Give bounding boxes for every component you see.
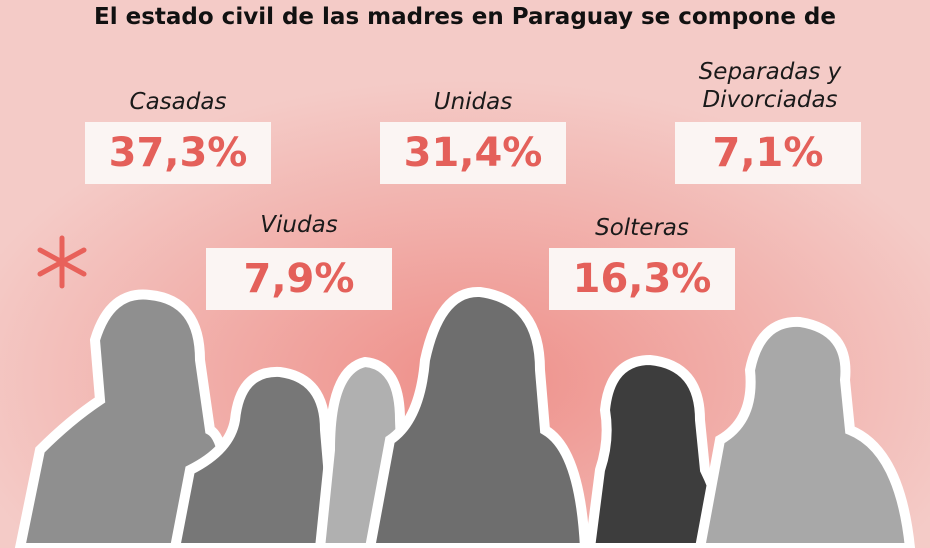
stat-value: 7,9%: [206, 248, 392, 310]
title: El estado civil de las madres en Paragua…: [94, 4, 836, 30]
stat-value: 37,3%: [85, 122, 271, 184]
stat-label: Unidas: [433, 89, 513, 115]
people-photo: [14, 286, 916, 548]
stat-label: Viudas: [260, 212, 338, 238]
stat-label: Casadas: [129, 89, 227, 115]
stat-value: 7,1%: [675, 122, 861, 184]
stat-value: 31,4%: [380, 122, 566, 184]
stat-label: Solteras: [595, 215, 689, 241]
stat-label: Separadas y Divorciadas: [698, 59, 842, 113]
stat-value: 16,3%: [549, 248, 735, 310]
asterisk: [37, 235, 87, 289]
